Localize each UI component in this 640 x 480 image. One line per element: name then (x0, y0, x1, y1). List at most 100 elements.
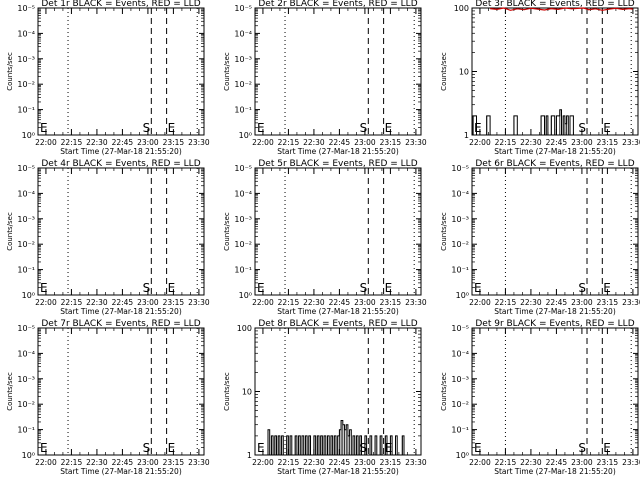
left-edge-E-label: E (257, 281, 265, 295)
marker-S-label: S (143, 121, 151, 135)
series-histogram-path (267, 420, 405, 456)
panel-det-7: Det 7r BLACK = Events, RED = LLD Counts/s… (6, 319, 210, 476)
y-tick-label: 10⁰ (456, 451, 469, 460)
y-tick-label: 10⁻³ (17, 375, 35, 384)
x-tick-label: 22:00 (35, 458, 57, 467)
y-axis-label: Counts/sec (223, 212, 231, 251)
left-edge-E-label: E (40, 441, 48, 455)
y-tick-label: 10⁻⁵ (234, 4, 252, 13)
x-tick-label: 22:45 (329, 138, 351, 147)
plot-frame (471, 167, 639, 296)
panel-det-9: Det 9r BLACK = Events, RED = LLD Counts/s… (440, 319, 640, 476)
x-tick-label: 22:45 (546, 138, 568, 147)
x-tick-label: 22:00 (252, 138, 274, 147)
x-tick-label: 22:15 (61, 138, 83, 147)
y-tick-label: 100 (454, 4, 469, 13)
y-tick-label: 10⁻⁴ (17, 349, 35, 358)
x-tick-label: 22:15 (278, 138, 300, 147)
y-tick-label: 10⁻³ (451, 215, 469, 224)
x-tick-label: 22:30 (520, 138, 542, 147)
x-tick-label: 23:00 (571, 138, 593, 147)
y-tick-label: 1 (247, 451, 252, 460)
x-tick-label: 23:30 (188, 298, 210, 307)
x-tick-label: 22:30 (520, 458, 542, 467)
marker-E-label: E (385, 441, 393, 455)
series-histogram-path (472, 109, 575, 136)
x-axis-label: Start Time (27-Mar-18 21:55:20) (494, 307, 616, 316)
panel-title: Det 4r BLACK = Events, RED = LLD (41, 159, 200, 169)
x-axis-label: Start Time (27-Mar-18 21:55:20) (277, 147, 399, 156)
panel-det-8: Det 8r BLACK = Events, RED = LLD Counts/s… (223, 319, 427, 476)
y-tick-label: 10⁻² (17, 80, 35, 89)
x-tick-label: 23:30 (405, 138, 427, 147)
x-tick-label: 22:15 (495, 458, 517, 467)
left-edge-E-label: E (474, 441, 482, 455)
left-edge-E-label: E (40, 121, 48, 135)
y-tick-label: 10⁻² (234, 240, 252, 249)
x-tick-label: 23:00 (354, 458, 376, 467)
y-tick-label: 10⁻³ (17, 215, 35, 224)
marker-S-label: S (360, 441, 368, 455)
x-tick-label: 23:30 (188, 458, 210, 467)
x-tick-label: 22:15 (278, 298, 300, 307)
plot-frame (37, 327, 205, 456)
x-tick-label: 23:00 (137, 298, 159, 307)
y-tick-label: 10⁻¹ (451, 266, 469, 275)
y-tick-label: 10⁻¹ (451, 426, 469, 435)
y-tick-label: 10⁻⁴ (234, 189, 252, 198)
marker-E-label: E (603, 121, 611, 135)
x-tick-label: 22:00 (252, 458, 274, 467)
y-tick-label: 10⁰ (22, 451, 35, 460)
x-tick-label: 22:30 (303, 458, 325, 467)
marker-E-label: E (168, 121, 176, 135)
y-tick-label: 10⁰ (239, 291, 252, 300)
x-axis-label: Start Time (27-Mar-18 21:55:20) (277, 307, 399, 316)
left-edge-E-label: E (40, 281, 48, 295)
x-tick-label: 22:30 (86, 138, 108, 147)
x-axis-label: Start Time (27-Mar-18 21:55:20) (494, 147, 616, 156)
y-tick-label: 10⁻¹ (234, 106, 252, 115)
x-tick-label: 22:15 (495, 298, 517, 307)
marker-E-label: E (168, 281, 176, 295)
x-tick-label: 22:45 (112, 138, 134, 147)
marker-E-label: E (385, 121, 393, 135)
x-tick-label: 23:15 (597, 458, 619, 467)
x-tick-label: 22:45 (546, 298, 568, 307)
left-edge-E-label: E (257, 441, 265, 455)
x-tick-label: 22:15 (61, 298, 83, 307)
marker-S-label: S (578, 281, 586, 295)
panel-title: Det 8r BLACK = Events, RED = LLD (258, 319, 417, 329)
y-tick-label: 10⁻⁵ (451, 324, 469, 333)
x-tick-label: 22:00 (469, 298, 491, 307)
panel-title: Det 2r BLACK = Events, RED = LLD (258, 0, 417, 9)
x-axis-label: Start Time (27-Mar-18 21:55:20) (494, 467, 616, 476)
y-tick-label: 10⁻² (234, 80, 252, 89)
x-tick-label: 23:30 (405, 298, 427, 307)
y-tick-label: 10⁻² (17, 400, 35, 409)
y-tick-label: 10⁻⁴ (451, 349, 469, 358)
left-edge-E-label: E (474, 121, 482, 135)
x-axis-label: Start Time (27-Mar-18 21:55:20) (60, 467, 182, 476)
marker-S-label: S (578, 441, 586, 455)
y-axis-label: Counts/sec (6, 372, 14, 411)
marker-E-label: E (603, 441, 611, 455)
y-tick-label: 10⁰ (22, 131, 35, 140)
x-tick-label: 23:00 (354, 298, 376, 307)
panel-title: Det 9r BLACK = Events, RED = LLD (475, 319, 634, 329)
x-axis-label: Start Time (27-Mar-18 21:55:20) (277, 467, 399, 476)
x-tick-label: 23:15 (380, 298, 402, 307)
y-axis-label: Counts/sec (6, 52, 14, 91)
y-axis-label: Counts/sec (440, 372, 448, 411)
x-tick-label: 22:45 (112, 458, 134, 467)
y-tick-label: 10⁰ (456, 291, 469, 300)
x-tick-label: 23:15 (597, 298, 619, 307)
y-tick-label: 10⁻² (451, 240, 469, 249)
marker-S-label: S (360, 281, 368, 295)
x-axis-label: Start Time (27-Mar-18 21:55:20) (60, 307, 182, 316)
y-tick-label: 10 (459, 68, 469, 77)
marker-S-label: S (143, 441, 151, 455)
x-tick-label: 22:15 (495, 138, 517, 147)
left-edge-E-label: E (257, 121, 265, 135)
panel-title: Det 3r BLACK = Events, RED = LLD (475, 0, 634, 9)
x-tick-label: 22:30 (86, 298, 108, 307)
